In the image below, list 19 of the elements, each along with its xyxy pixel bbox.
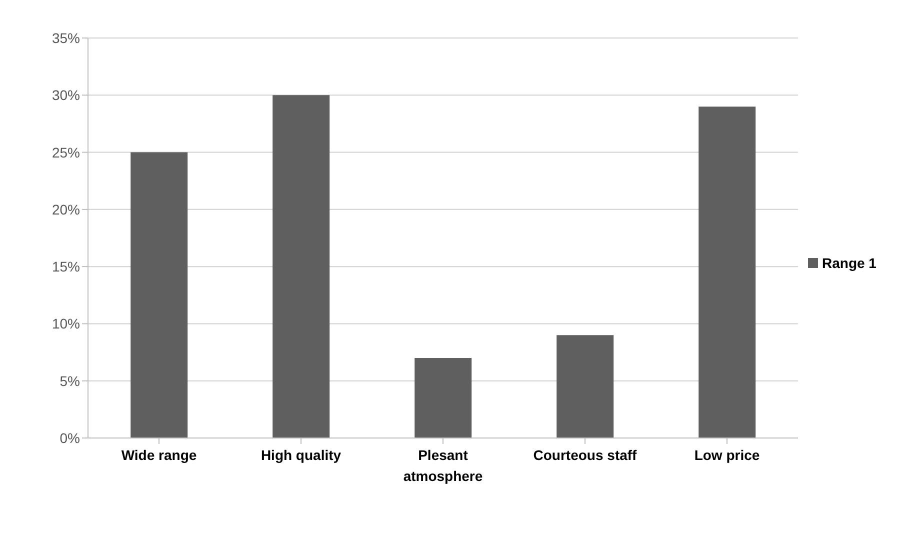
y-tick-label: 0% (60, 430, 80, 446)
x-tick-label: Wide range (121, 447, 197, 463)
x-tick-label: Courteous staff (533, 447, 638, 463)
bar (698, 106, 756, 438)
bar (556, 335, 614, 438)
x-tick-label: Low price (694, 447, 760, 463)
y-tick-label: 25% (52, 144, 80, 160)
legend-label: Range 1 (822, 255, 876, 271)
x-tick-label: High quality (260, 447, 342, 463)
y-tick-label: 15% (52, 258, 80, 275)
y-tick-label: 35% (52, 30, 80, 46)
bar (130, 152, 188, 438)
x-tick-label: Plesant atmosphere (403, 447, 483, 484)
bar (272, 95, 330, 438)
y-tick-label: 5% (60, 372, 80, 389)
y-tick-label: 10% (52, 316, 80, 332)
y-tick-label: 30% (52, 87, 80, 104)
y-tick-label: 20% (52, 201, 80, 218)
bar (414, 358, 472, 438)
